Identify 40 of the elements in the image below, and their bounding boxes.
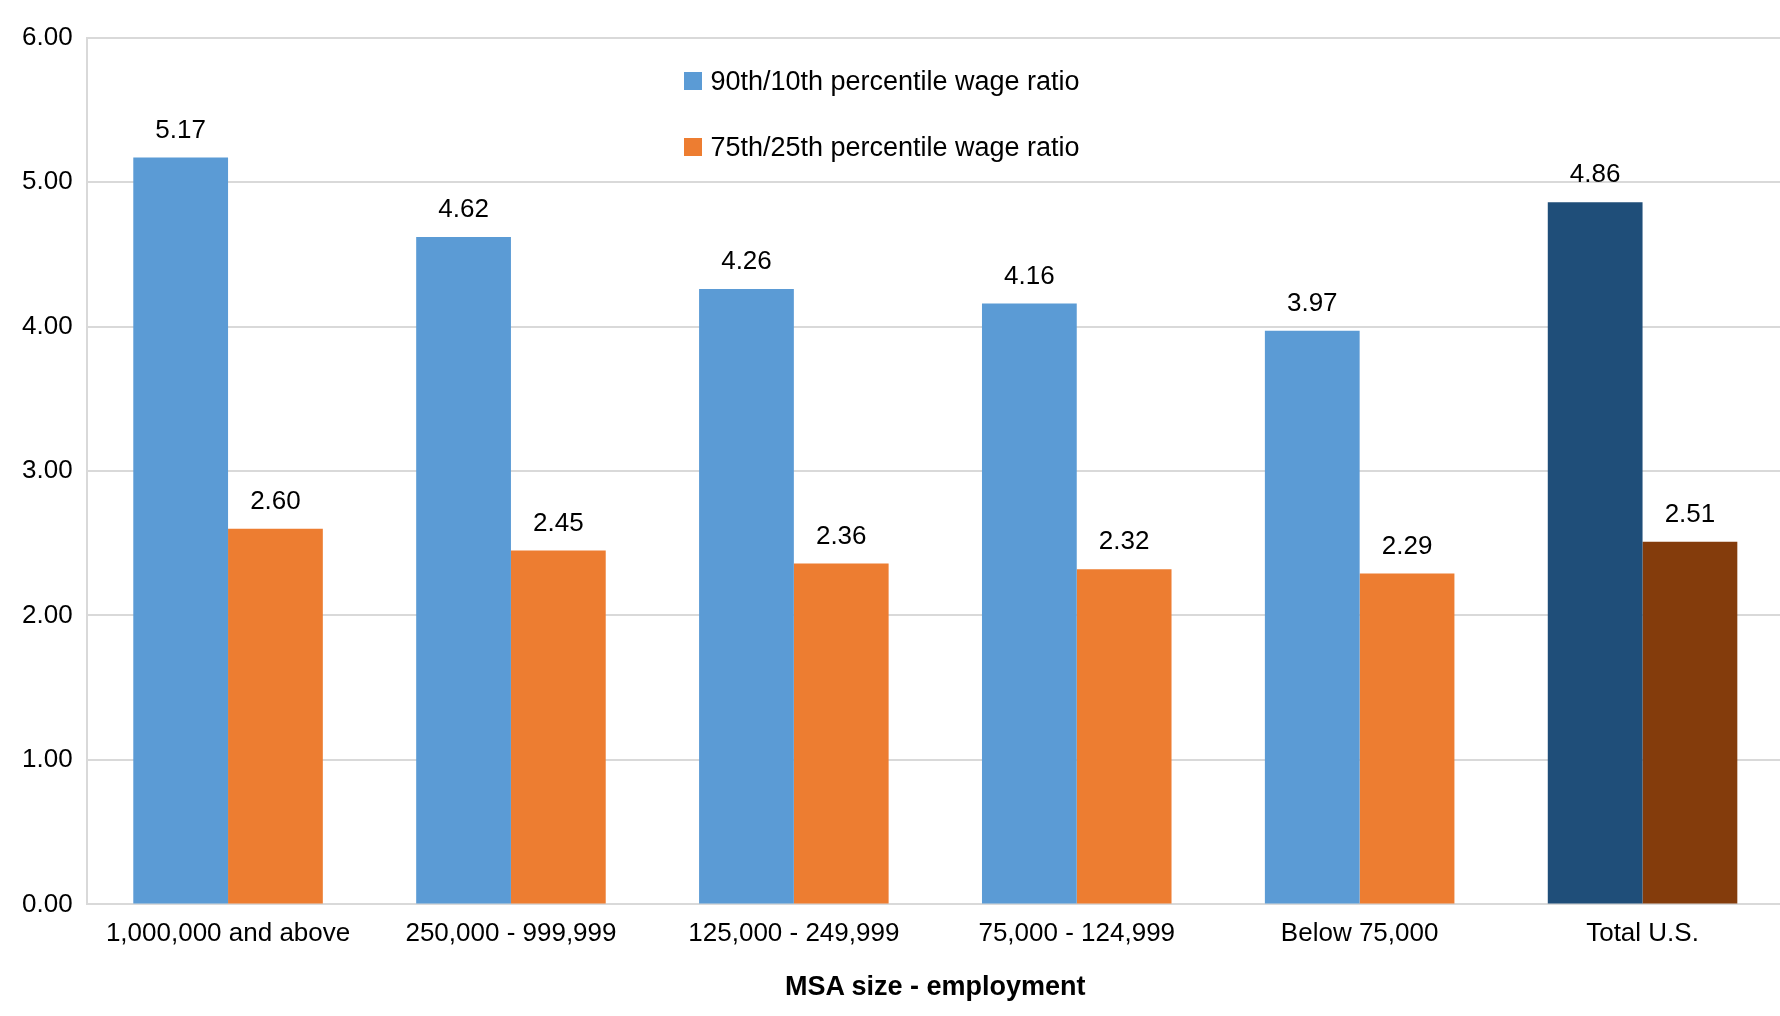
x-tick-label: Below 75,000 — [1280, 917, 1439, 948]
data-label: 2.29 — [1381, 529, 1433, 560]
data-label: 2.51 — [1664, 497, 1716, 528]
data-label: 4.16 — [1004, 259, 1055, 290]
bar — [133, 157, 229, 904]
data-label: 2.45 — [533, 506, 584, 537]
legend-label: 90th/10th percentile wage ratio — [710, 65, 1080, 98]
bar — [510, 550, 606, 904]
y-tick-label: 6.00 — [21, 20, 73, 51]
y-tick-label: 1.00 — [21, 743, 73, 774]
bar — [1359, 573, 1455, 904]
data-label: 4.86 — [1569, 158, 1621, 189]
y-tick-label: 0.00 — [21, 887, 73, 918]
data-label: 2.32 — [1098, 525, 1150, 556]
data-label: 4.62 — [438, 193, 489, 224]
bar — [1264, 330, 1360, 904]
bar — [1642, 541, 1738, 904]
bar — [793, 563, 889, 904]
x-tick-label: Total U.S. — [1586, 917, 1699, 948]
data-label: 4.26 — [721, 245, 772, 276]
y-tick-label: 4.00 — [21, 309, 73, 340]
y-tick-label: 5.00 — [21, 165, 73, 196]
bar — [1547, 202, 1643, 904]
y-tick-label: 3.00 — [21, 454, 73, 485]
bar — [981, 303, 1077, 904]
data-label: 2.60 — [250, 484, 301, 515]
data-label: 5.17 — [155, 113, 206, 144]
x-axis-title: MSA size - employment — [785, 971, 1086, 1002]
bar — [1076, 569, 1172, 904]
data-label: 3.97 — [1286, 287, 1338, 318]
bar — [416, 236, 511, 904]
x-tick-label: 250,000 - 999,999 — [405, 917, 617, 948]
x-tick-label: 125,000 - 249,999 — [688, 917, 900, 948]
x-tick-label: 75,000 - 124,999 — [978, 917, 1176, 948]
data-label: 2.36 — [815, 519, 867, 550]
y-tick-label: 2.00 — [21, 598, 73, 629]
bar — [228, 528, 323, 904]
legend-label: 75th/25th percentile wage ratio — [710, 131, 1080, 164]
x-tick-label: 1,000,000 and above — [105, 917, 351, 948]
bar — [699, 288, 794, 904]
